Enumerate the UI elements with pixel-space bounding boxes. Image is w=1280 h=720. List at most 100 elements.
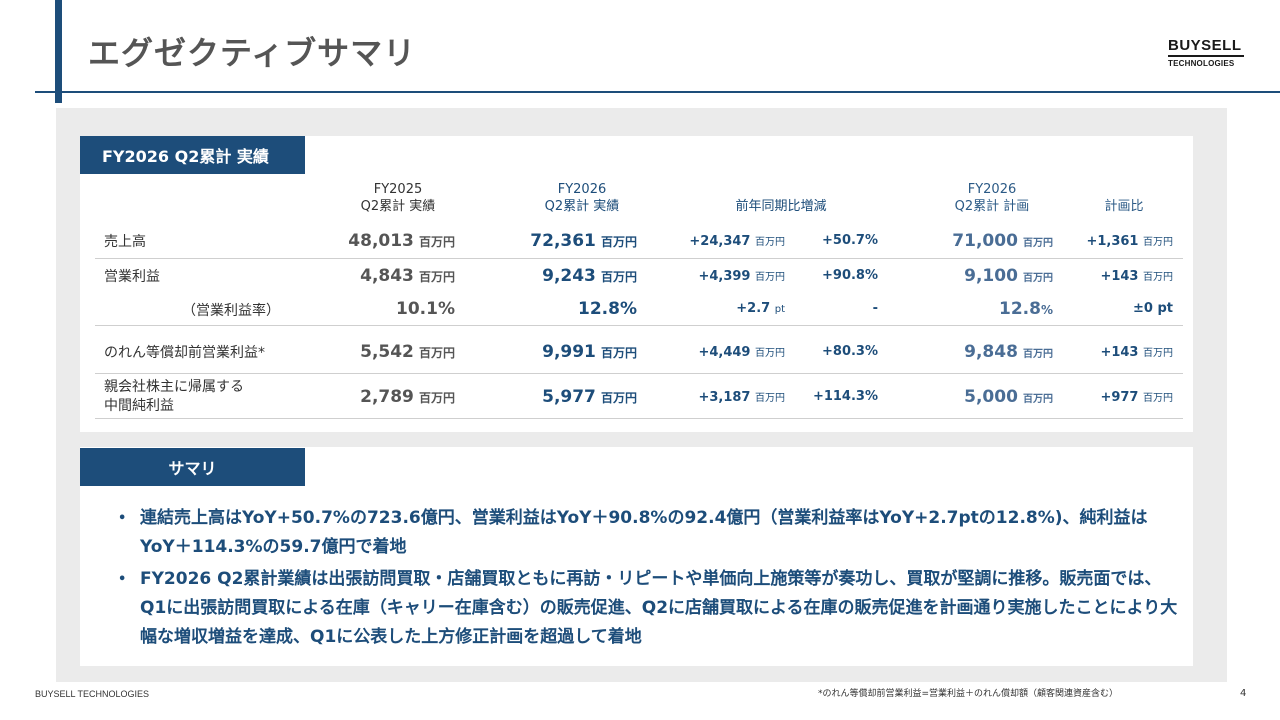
op-yoy-value: +4,399 (698, 269, 751, 284)
revenue-yoy-value: +24,347 (689, 234, 751, 249)
row-divider (95, 418, 1183, 419)
margin-plan-unit: % (1040, 303, 1053, 317)
ni-fy2025-value: 2,789 (360, 387, 414, 407)
op-plan-unit: 百万円 (1023, 273, 1053, 284)
revenue-yoy-unit: 百万円 (755, 237, 785, 248)
title-divider (35, 91, 1280, 93)
ni-vs-plan-unit: 百万円 (1143, 393, 1173, 404)
revenue-yoy-amount: +24,347 百万円 (689, 233, 785, 249)
ni-fy2026-value: 5,977 (542, 387, 596, 407)
op-fy2026-unit: 百万円 (600, 270, 637, 284)
ni-plan: 5,000 百万円 (964, 387, 1053, 407)
op-fy2026-value: 9,243 (542, 266, 596, 286)
header-fy2025-line2: Q2累計 実績 (360, 199, 436, 214)
summary-section-label: サマリ (80, 448, 305, 486)
revenue-vs-plan-unit: 百万円 (1143, 237, 1173, 248)
row-label-net-income: 親会社株主に帰属する 中間純利益 (104, 378, 244, 416)
ni-plan-unit: 百万円 (1023, 394, 1053, 405)
pgop-yoy-pct: +80.3% (822, 344, 878, 359)
row-divider (95, 325, 1183, 326)
pgop-yoy-unit: 百万円 (755, 348, 785, 359)
revenue-fy2025-unit: 百万円 (418, 235, 455, 249)
revenue-plan-unit: 百万円 (1023, 238, 1053, 249)
op-yoy-pct: +90.8% (822, 268, 878, 283)
title-accent-bar (55, 0, 62, 103)
revenue-fy2026-value: 72,361 (530, 231, 596, 251)
page-title: エグゼクティブサマリ (88, 34, 417, 72)
pgop-fy2025-unit: 百万円 (418, 346, 455, 360)
margin-plan-value: 12.8 (999, 299, 1041, 319)
ni-yoy-amount: +3,187 百万円 (698, 389, 785, 405)
margin-yoy-value: +2.7 (736, 301, 771, 316)
op-vs-plan-unit: 百万円 (1143, 272, 1173, 283)
pgop-plan-value: 9,848 (964, 342, 1018, 362)
revenue-fy2025-value: 48,013 (348, 231, 414, 251)
op-plan-value: 9,100 (964, 266, 1018, 286)
op-yoy-unit: 百万円 (755, 272, 785, 283)
revenue-fy2026: 72,361 百万円 (530, 231, 637, 251)
header-yoy: 前年同期比増減 (735, 199, 827, 214)
logo-line1: BUYSELL (1168, 37, 1242, 54)
header-fy2025-line1: FY2025 (373, 182, 423, 197)
row-label-net-income-line1: 親会社株主に帰属する (104, 379, 244, 395)
margin-yoy-unit: pt (774, 304, 785, 315)
header-plan-line2: Q2累計 計画 (954, 199, 1030, 214)
margin-vs-plan: ±0 pt (1133, 301, 1173, 316)
row-label-operating-profit: 営業利益 (104, 269, 160, 285)
pgop-vs-plan: +143 百万円 (1100, 344, 1173, 360)
margin-plan: 12.8% (999, 299, 1053, 319)
logo-rule (1168, 55, 1244, 57)
op-fy2025: 4,843 百万円 (360, 266, 455, 286)
company-logo: BUYSELL TECHNOLOGIES (1168, 37, 1248, 68)
op-fy2025-unit: 百万円 (418, 270, 455, 284)
op-vs-plan-value: +143 (1100, 269, 1139, 284)
margin-fy2026: 12.8% (578, 299, 637, 319)
pgop-fy2026-unit: 百万円 (600, 346, 637, 360)
row-label-op-margin: （営業利益率） (182, 303, 280, 319)
revenue-fy2025: 48,013 百万円 (348, 231, 455, 251)
pgop-yoy-amount: +4,449 百万円 (698, 344, 785, 360)
header-fy2025: FY2025 Q2累計 実績 (348, 181, 448, 215)
op-yoy-amount: +4,399 百万円 (698, 268, 785, 284)
ni-fy2026: 5,977 百万円 (542, 387, 637, 407)
revenue-vs-plan: +1,361 百万円 (1086, 233, 1173, 249)
ni-vs-plan: +977 百万円 (1100, 389, 1173, 405)
header-plan: FY2026 Q2累計 計画 (942, 181, 1042, 215)
ni-yoy-unit: 百万円 (755, 393, 785, 404)
op-plan: 9,100 百万円 (964, 266, 1053, 286)
ni-fy2025-unit: 百万円 (418, 391, 455, 405)
pgop-fy2026-value: 9,991 (542, 342, 596, 362)
row-divider (95, 373, 1183, 374)
header-fy2026: FY2026 Q2累計 実績 (532, 181, 632, 215)
ni-fy2026-unit: 百万円 (600, 391, 637, 405)
op-fy2026: 9,243 百万円 (542, 266, 637, 286)
margin-yoy-amount: +2.7 pt (736, 301, 785, 316)
pgop-plan-unit: 百万円 (1023, 349, 1053, 360)
bullet-symbol: • (118, 572, 127, 587)
logo-line2: TECHNOLOGIES (1168, 59, 1235, 68)
header-vs-plan: 計画比 (1104, 199, 1144, 214)
ni-vs-plan-value: +977 (1100, 390, 1139, 405)
summary-bullet-2-text: FY2026 Q2累計業績は出張訪問買取・店舗買取ともに再訪・リピートや単価向上… (140, 569, 1178, 647)
results-section-label: FY2026 Q2累計 実績 (80, 136, 305, 174)
margin-fy2025: 10.1% (396, 299, 455, 319)
pgop-fy2025: 5,542 百万円 (360, 342, 455, 362)
ni-yoy-pct: +114.3% (812, 389, 878, 404)
header-fy2026-line2: Q2累計 実績 (544, 199, 620, 214)
row-divider (95, 258, 1183, 259)
pgop-fy2026: 9,991 百万円 (542, 342, 637, 362)
revenue-plan-value: 71,000 (952, 231, 1018, 251)
ni-fy2025: 2,789 百万円 (360, 387, 455, 407)
row-label-net-income-line2: 中間純利益 (104, 398, 174, 414)
ni-yoy-value: +3,187 (698, 390, 751, 405)
pgop-fy2025-value: 5,542 (360, 342, 414, 362)
margin-yoy-pct: - (872, 301, 878, 316)
pgop-plan: 9,848 百万円 (964, 342, 1053, 362)
results-card (80, 136, 1193, 432)
op-fy2025-value: 4,843 (360, 266, 414, 286)
header-plan-line1: FY2026 (967, 182, 1017, 197)
pgop-yoy-value: +4,449 (698, 345, 751, 360)
pgop-vs-plan-unit: 百万円 (1143, 348, 1173, 359)
row-label-pre-goodwill-op: のれん等償却前営業利益* (104, 345, 265, 361)
footer-note: *のれん等償却前営業利益=営業利益＋のれん償却額（顧客関連資産含む） (818, 689, 1119, 699)
